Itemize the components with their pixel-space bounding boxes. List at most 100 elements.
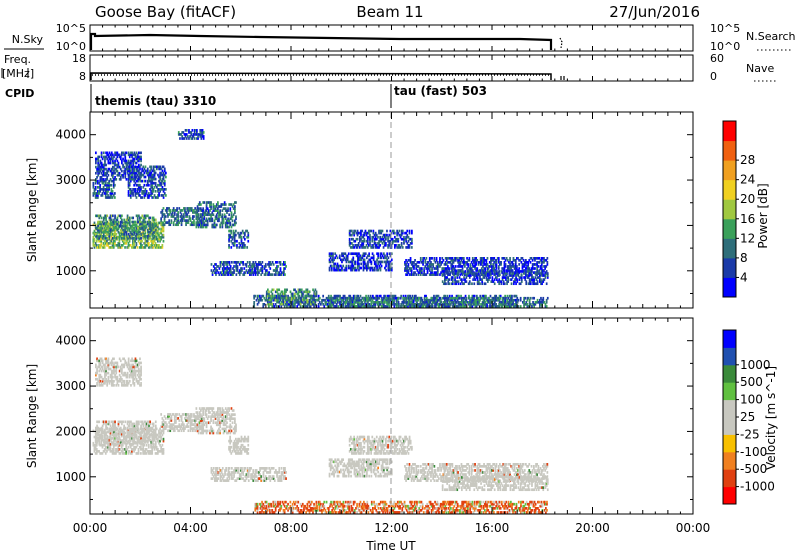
data-cell [95, 214, 97, 218]
data-cell [210, 219, 212, 223]
data-cell [147, 230, 149, 234]
data-cell [139, 235, 141, 238]
data-cell [167, 213, 169, 216]
data-cell [123, 228, 126, 232]
data-cell [124, 153, 127, 157]
data-cell [126, 169, 129, 173]
data-cell [116, 163, 119, 167]
data-cell [180, 223, 183, 227]
data-cell [230, 239, 233, 243]
data-cell [205, 201, 208, 204]
data-cell [112, 173, 114, 177]
data-cell [217, 201, 219, 204]
data-cell [153, 222, 156, 226]
data-cell [108, 232, 111, 236]
data-cell [520, 274, 523, 277]
data-cell [160, 183, 163, 187]
data-cell [101, 220, 104, 224]
data-cell [195, 211, 198, 215]
data-cell [139, 177, 141, 181]
data-cell [231, 223, 234, 227]
data-cell [136, 169, 139, 173]
data-cell [172, 207, 175, 210]
data-cell [200, 213, 202, 217]
data-cell [516, 265, 518, 268]
data-cell [140, 173, 142, 177]
data-cell [142, 228, 145, 232]
data-cell [128, 167, 131, 171]
data-cell [105, 214, 107, 218]
data-cell [160, 227, 163, 231]
data-cell [152, 216, 155, 220]
data-cell [202, 219, 205, 223]
data-cell [509, 270, 512, 273]
data-cell [133, 173, 136, 177]
data-cell [161, 209, 164, 212]
cpid-label: CPID [5, 87, 34, 100]
data-cell [218, 267, 221, 270]
data-cell [115, 222, 118, 226]
data-cell [106, 242, 108, 245]
data-cell [215, 217, 218, 221]
data-cell [237, 231, 239, 235]
data-cell [195, 209, 198, 212]
data-cell [184, 135, 187, 138]
data-cell [151, 169, 154, 173]
data-cell [159, 188, 162, 191]
data-cell [144, 188, 147, 191]
data-cell [208, 217, 210, 221]
data-cell [112, 165, 114, 169]
data-cell [114, 178, 116, 181]
data-cell [127, 181, 130, 185]
data-cell [214, 267, 216, 270]
data-cell [229, 207, 232, 210]
data-cell [145, 169, 148, 173]
data-cell [148, 175, 150, 179]
data-cell [162, 221, 165, 225]
data-cell [141, 190, 144, 193]
data-cell [180, 133, 182, 136]
data-cell [338, 301, 341, 304]
data-cell [113, 232, 115, 236]
data-cell [99, 222, 102, 226]
data-cell [129, 244, 132, 247]
data-cell [97, 194, 99, 197]
data-cell [160, 167, 163, 171]
nsky-trace [89, 32, 553, 50]
data-cell [107, 183, 109, 187]
data-cell [484, 282, 487, 286]
data-cell [152, 181, 155, 185]
data-cell [202, 217, 205, 221]
data-cell [546, 296, 549, 300]
data-cell [158, 192, 160, 195]
data-cell [153, 173, 156, 177]
data-cell [161, 165, 164, 169]
data-cell [126, 216, 129, 220]
data-cell [161, 244, 164, 247]
data-cell [370, 260, 373, 264]
data-cell [186, 207, 189, 210]
data-cell [187, 207, 190, 210]
data-cell [143, 220, 146, 224]
data-cell [192, 209, 194, 212]
data-cell [97, 228, 100, 232]
data-cell [99, 161, 102, 165]
data-cell [152, 242, 155, 245]
data-cell [157, 237, 159, 241]
data-cell [171, 215, 174, 218]
data-cell [152, 246, 155, 249]
data-cell [176, 221, 178, 224]
data-cell [160, 217, 163, 220]
data-cell [191, 137, 194, 140]
data-cell [176, 207, 178, 210]
data-cell [468, 280, 471, 283]
data-cell [119, 176, 122, 179]
data-cell [136, 246, 139, 249]
data-cell [246, 235, 249, 239]
data-cell [135, 224, 138, 228]
data-cell [147, 246, 150, 249]
data-cell [219, 211, 222, 215]
data-cell [180, 213, 183, 216]
data-cell [140, 222, 142, 226]
data-cell [133, 179, 136, 183]
